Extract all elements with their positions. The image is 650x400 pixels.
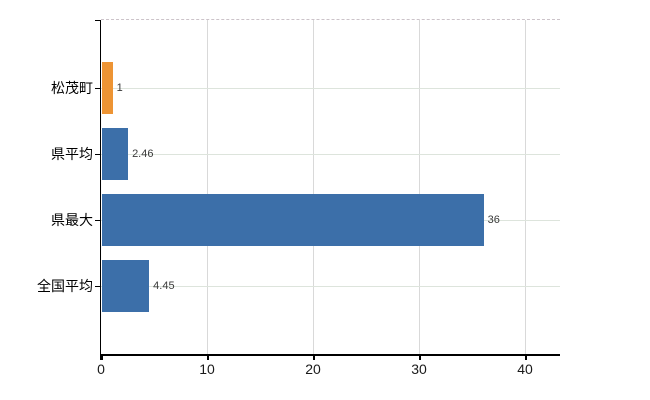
y-axis-tick xyxy=(95,154,101,155)
y-axis-tick xyxy=(95,88,101,89)
x-tick-label: 0 xyxy=(97,361,105,377)
horizontal-gridline xyxy=(101,154,560,155)
vertical-gridline xyxy=(419,20,420,354)
x-tick-label: 10 xyxy=(199,361,215,377)
x-tick-label: 30 xyxy=(411,361,427,377)
y-axis-top-tick xyxy=(95,20,101,21)
x-tick-label: 20 xyxy=(305,361,321,377)
vertical-gridline xyxy=(525,20,526,354)
x-axis-tick xyxy=(525,354,527,360)
vertical-gridline xyxy=(313,20,314,354)
category-label: 松茂町 xyxy=(51,80,93,96)
x-axis-tick xyxy=(101,354,103,360)
bar-value-label: 2.46 xyxy=(132,148,154,160)
bar-value-label: 1 xyxy=(116,82,123,94)
plot-top-border xyxy=(101,19,560,20)
bar-3 xyxy=(102,194,484,246)
bar-4 xyxy=(102,260,150,312)
x-axis-tick xyxy=(419,354,421,360)
x-axis-line xyxy=(99,354,560,356)
y-axis-line xyxy=(99,20,101,360)
x-axis-tick xyxy=(207,354,209,360)
bar-1 xyxy=(102,62,113,114)
category-label: 県最大 xyxy=(51,212,93,228)
y-axis-tick xyxy=(95,220,101,221)
horizontal-gridline xyxy=(101,88,560,89)
x-tick-label: 40 xyxy=(517,361,533,377)
category-label: 県平均 xyxy=(51,146,93,162)
horizontal-gridline xyxy=(101,286,560,287)
y-axis-tick xyxy=(95,286,101,287)
bar-value-label: 4.45 xyxy=(153,280,175,292)
x-axis-tick xyxy=(313,354,315,360)
bar-2 xyxy=(102,128,129,180)
category-label: 全国平均 xyxy=(37,278,93,294)
bar-value-label: 36 xyxy=(487,214,500,226)
vertical-gridline xyxy=(207,20,208,354)
